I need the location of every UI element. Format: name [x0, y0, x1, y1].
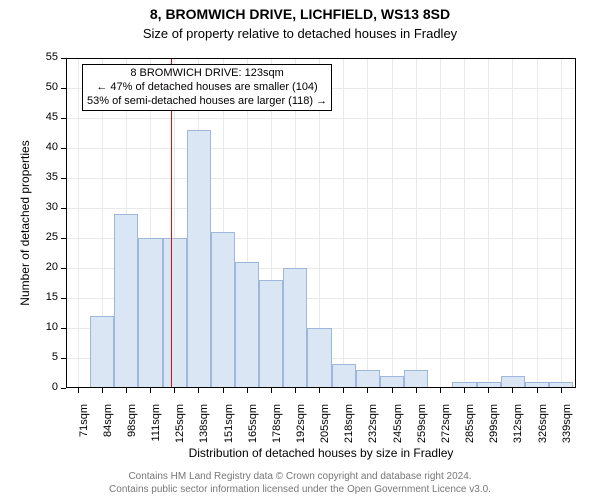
annotation-line: 53% of semi-detached houses are larger (… — [87, 95, 327, 109]
x-tick-label: 339sqm — [561, 404, 573, 454]
x-tick — [512, 388, 513, 393]
x-tick — [223, 388, 224, 393]
y-tick-label: 20 — [30, 261, 58, 273]
x-tick — [343, 388, 344, 393]
grid-line — [440, 58, 441, 388]
x-tick-label: 178sqm — [271, 404, 283, 454]
grid-line — [367, 58, 368, 388]
y-tick-label: 25 — [30, 231, 58, 243]
y-tick-label: 35 — [30, 171, 58, 183]
histogram-bar — [283, 268, 307, 388]
histogram-bar — [90, 316, 114, 388]
x-tick — [416, 388, 417, 393]
footer-line-2: Contains public sector information licen… — [0, 484, 600, 495]
x-tick — [198, 388, 199, 393]
x-tick — [561, 388, 562, 393]
histogram-bar — [187, 130, 211, 388]
grid-line — [66, 208, 576, 209]
x-tick-label: 218sqm — [343, 404, 355, 454]
y-tick-label: 30 — [30, 201, 58, 213]
chart-container: 8, BROMWICH DRIVE, LICHFIELD, WS13 8SD S… — [0, 0, 600, 500]
y-tick-label: 40 — [30, 141, 58, 153]
x-tick — [367, 388, 368, 393]
x-tick-label: 98sqm — [126, 404, 138, 454]
x-tick-label: 138sqm — [198, 404, 210, 454]
grid-line — [343, 58, 344, 388]
y-tick-label: 45 — [30, 111, 58, 123]
histogram-bar — [259, 280, 283, 388]
y-tick-label: 0 — [30, 381, 58, 393]
annotation-line: ← 47% of detached houses are smaller (10… — [87, 81, 327, 95]
x-tick — [295, 388, 296, 393]
grid-line — [392, 58, 393, 388]
x-tick — [174, 388, 175, 393]
grid-line — [66, 148, 576, 149]
plot-area: 051015202530354045505571sqm84sqm98sqm111… — [66, 58, 576, 388]
x-tick — [488, 388, 489, 393]
y-tick — [61, 388, 66, 389]
x-tick-label: 192sqm — [295, 404, 307, 454]
grid-line — [464, 58, 465, 388]
histogram-bar — [211, 232, 235, 388]
x-tick — [126, 388, 127, 393]
x-tick-label: 232sqm — [367, 404, 379, 454]
x-tick — [247, 388, 248, 393]
grid-line — [78, 58, 79, 388]
axis-line — [575, 58, 576, 388]
x-tick — [78, 388, 79, 393]
x-tick — [440, 388, 441, 393]
y-tick-label: 55 — [30, 51, 58, 63]
y-axis-label: Number of detached properties — [18, 58, 32, 388]
x-tick — [102, 388, 103, 393]
histogram-bar — [307, 328, 331, 388]
axis-line — [66, 58, 67, 388]
annotation-box: 8 BROMWICH DRIVE: 123sqm← 47% of detache… — [82, 64, 332, 111]
x-tick-label: 71sqm — [78, 404, 90, 454]
histogram-bar — [138, 238, 162, 388]
axis-line — [66, 387, 576, 388]
histogram-bar — [332, 364, 356, 388]
x-tick-label: 205sqm — [319, 404, 331, 454]
axis-line — [66, 58, 576, 59]
x-tick — [537, 388, 538, 393]
x-tick — [319, 388, 320, 393]
grid-line — [66, 118, 576, 119]
x-tick-label: 299sqm — [488, 404, 500, 454]
y-tick-label: 10 — [30, 321, 58, 333]
annotation-line: 8 BROMWICH DRIVE: 123sqm — [87, 67, 327, 81]
footer-line-1: Contains HM Land Registry data © Crown c… — [0, 471, 600, 482]
y-tick-label: 50 — [30, 81, 58, 93]
y-tick-label: 5 — [30, 351, 58, 363]
histogram-bar — [235, 262, 259, 388]
x-tick — [464, 388, 465, 393]
x-tick-label: 245sqm — [392, 404, 404, 454]
x-tick — [392, 388, 393, 393]
x-tick-label: 312sqm — [512, 404, 524, 454]
histogram-bar — [163, 238, 187, 388]
x-tick-label: 165sqm — [247, 404, 259, 454]
histogram-bar — [356, 370, 380, 388]
x-tick-label: 259sqm — [416, 404, 428, 454]
grid-line — [537, 58, 538, 388]
grid-line — [488, 58, 489, 388]
x-tick-label: 84sqm — [102, 404, 114, 454]
grid-line — [66, 178, 576, 179]
histogram-bar — [114, 214, 138, 388]
x-tick-label: 272sqm — [440, 404, 452, 454]
chart-title: 8, BROMWICH DRIVE, LICHFIELD, WS13 8SD — [0, 6, 600, 22]
x-tick-label: 125sqm — [174, 404, 186, 454]
x-tick-label: 151sqm — [223, 404, 235, 454]
x-tick-label: 285sqm — [464, 404, 476, 454]
x-tick — [150, 388, 151, 393]
x-tick-label: 111sqm — [150, 404, 162, 454]
grid-line — [512, 58, 513, 388]
y-tick-label: 15 — [30, 291, 58, 303]
histogram-bar — [404, 370, 428, 388]
x-tick-label: 326sqm — [537, 404, 549, 454]
grid-line — [561, 58, 562, 388]
chart-subtitle: Size of property relative to detached ho… — [0, 26, 600, 41]
grid-line — [416, 58, 417, 388]
x-tick — [271, 388, 272, 393]
